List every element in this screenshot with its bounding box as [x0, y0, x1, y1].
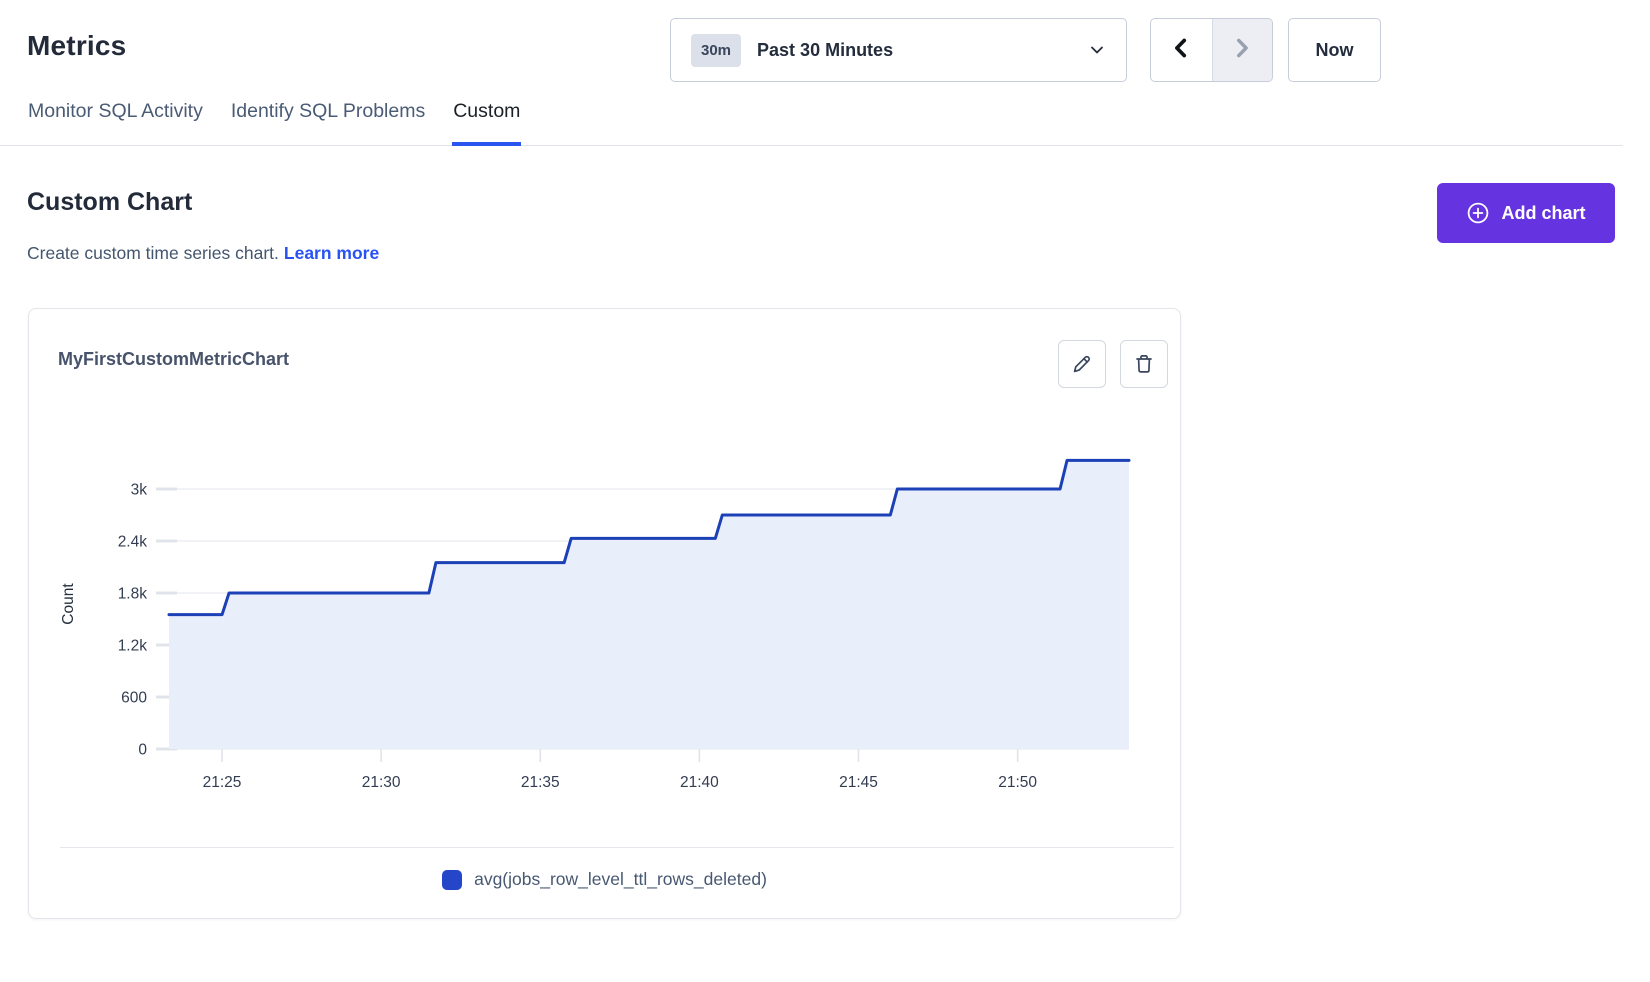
section-title: Custom Chart — [27, 188, 193, 216]
pencil-icon — [1070, 352, 1094, 376]
legend-divider — [60, 847, 1174, 848]
chevron-right-icon — [1229, 35, 1255, 66]
svg-text:1.8k: 1.8k — [118, 586, 148, 603]
metrics-tab-bar: Monitor SQL Activity Identify SQL Proble… — [0, 100, 1623, 146]
section-description-text: Create custom time series chart. — [27, 243, 279, 263]
svg-text:600: 600 — [121, 690, 147, 707]
page-title: Metrics — [27, 30, 127, 61]
legend-label: avg(jobs_row_level_ttl_rows_deleted) — [474, 869, 767, 889]
svg-text:3k: 3k — [131, 482, 148, 499]
time-range-label: Past 30 Minutes — [757, 39, 894, 60]
svg-text:21:30: 21:30 — [362, 774, 401, 791]
legend-swatch — [442, 869, 463, 890]
tab-identify-sql-problems[interactable]: Identify SQL Problems — [230, 100, 426, 122]
delete-chart-button[interactable] — [1120, 340, 1168, 388]
plus-circle-icon — [1466, 201, 1490, 225]
svg-text:21:25: 21:25 — [203, 774, 242, 791]
svg-text:2.4k: 2.4k — [118, 534, 148, 551]
svg-text:21:40: 21:40 — [680, 774, 719, 791]
time-nav-arrows — [1150, 18, 1273, 82]
add-chart-label: Add chart — [1501, 202, 1586, 223]
learn-more-link[interactable]: Learn more — [283, 243, 380, 263]
svg-text:1.2k: 1.2k — [118, 638, 148, 655]
chart-title: MyFirstCustomMetricChart — [58, 349, 290, 369]
svg-text:21:50: 21:50 — [998, 774, 1037, 791]
chevron-down-icon — [1088, 41, 1106, 59]
chart-legend: avg(jobs_row_level_ttl_rows_deleted) — [29, 869, 1180, 890]
time-range-dropdown[interactable]: 30m Past 30 Minutes — [670, 18, 1127, 82]
previous-time-button[interactable] — [1151, 19, 1212, 81]
section-description: Create custom time series chart. Learn mo… — [27, 243, 379, 264]
add-chart-button[interactable]: Add chart — [1437, 183, 1615, 243]
time-range-badge: 30m — [691, 33, 742, 67]
trash-icon — [1132, 352, 1156, 376]
chevron-left-icon — [1168, 35, 1194, 66]
time-series-chart[interactable]: 0 600 1.2k 1.8k 2.4k 3k 21:25 21:30 21:35 21:40 21… — [29, 429, 1182, 804]
svg-text:Count: Count — [60, 583, 77, 625]
now-button[interactable]: Now — [1288, 18, 1381, 82]
tab-custom[interactable]: Custom — [452, 100, 522, 146]
svg-text:21:35: 21:35 — [521, 774, 560, 791]
tab-monitor-sql-activity[interactable]: Monitor SQL Activity — [28, 100, 203, 122]
custom-chart-card: MyFirstCustomMetricChart 0 600 1.2k 1.8k 2.4… — [28, 308, 1181, 919]
svg-text:21:45: 21:45 — [839, 774, 878, 791]
next-time-button-disabled[interactable] — [1211, 19, 1272, 81]
edit-chart-button[interactable] — [1058, 340, 1106, 388]
svg-text:0: 0 — [138, 742, 147, 759]
